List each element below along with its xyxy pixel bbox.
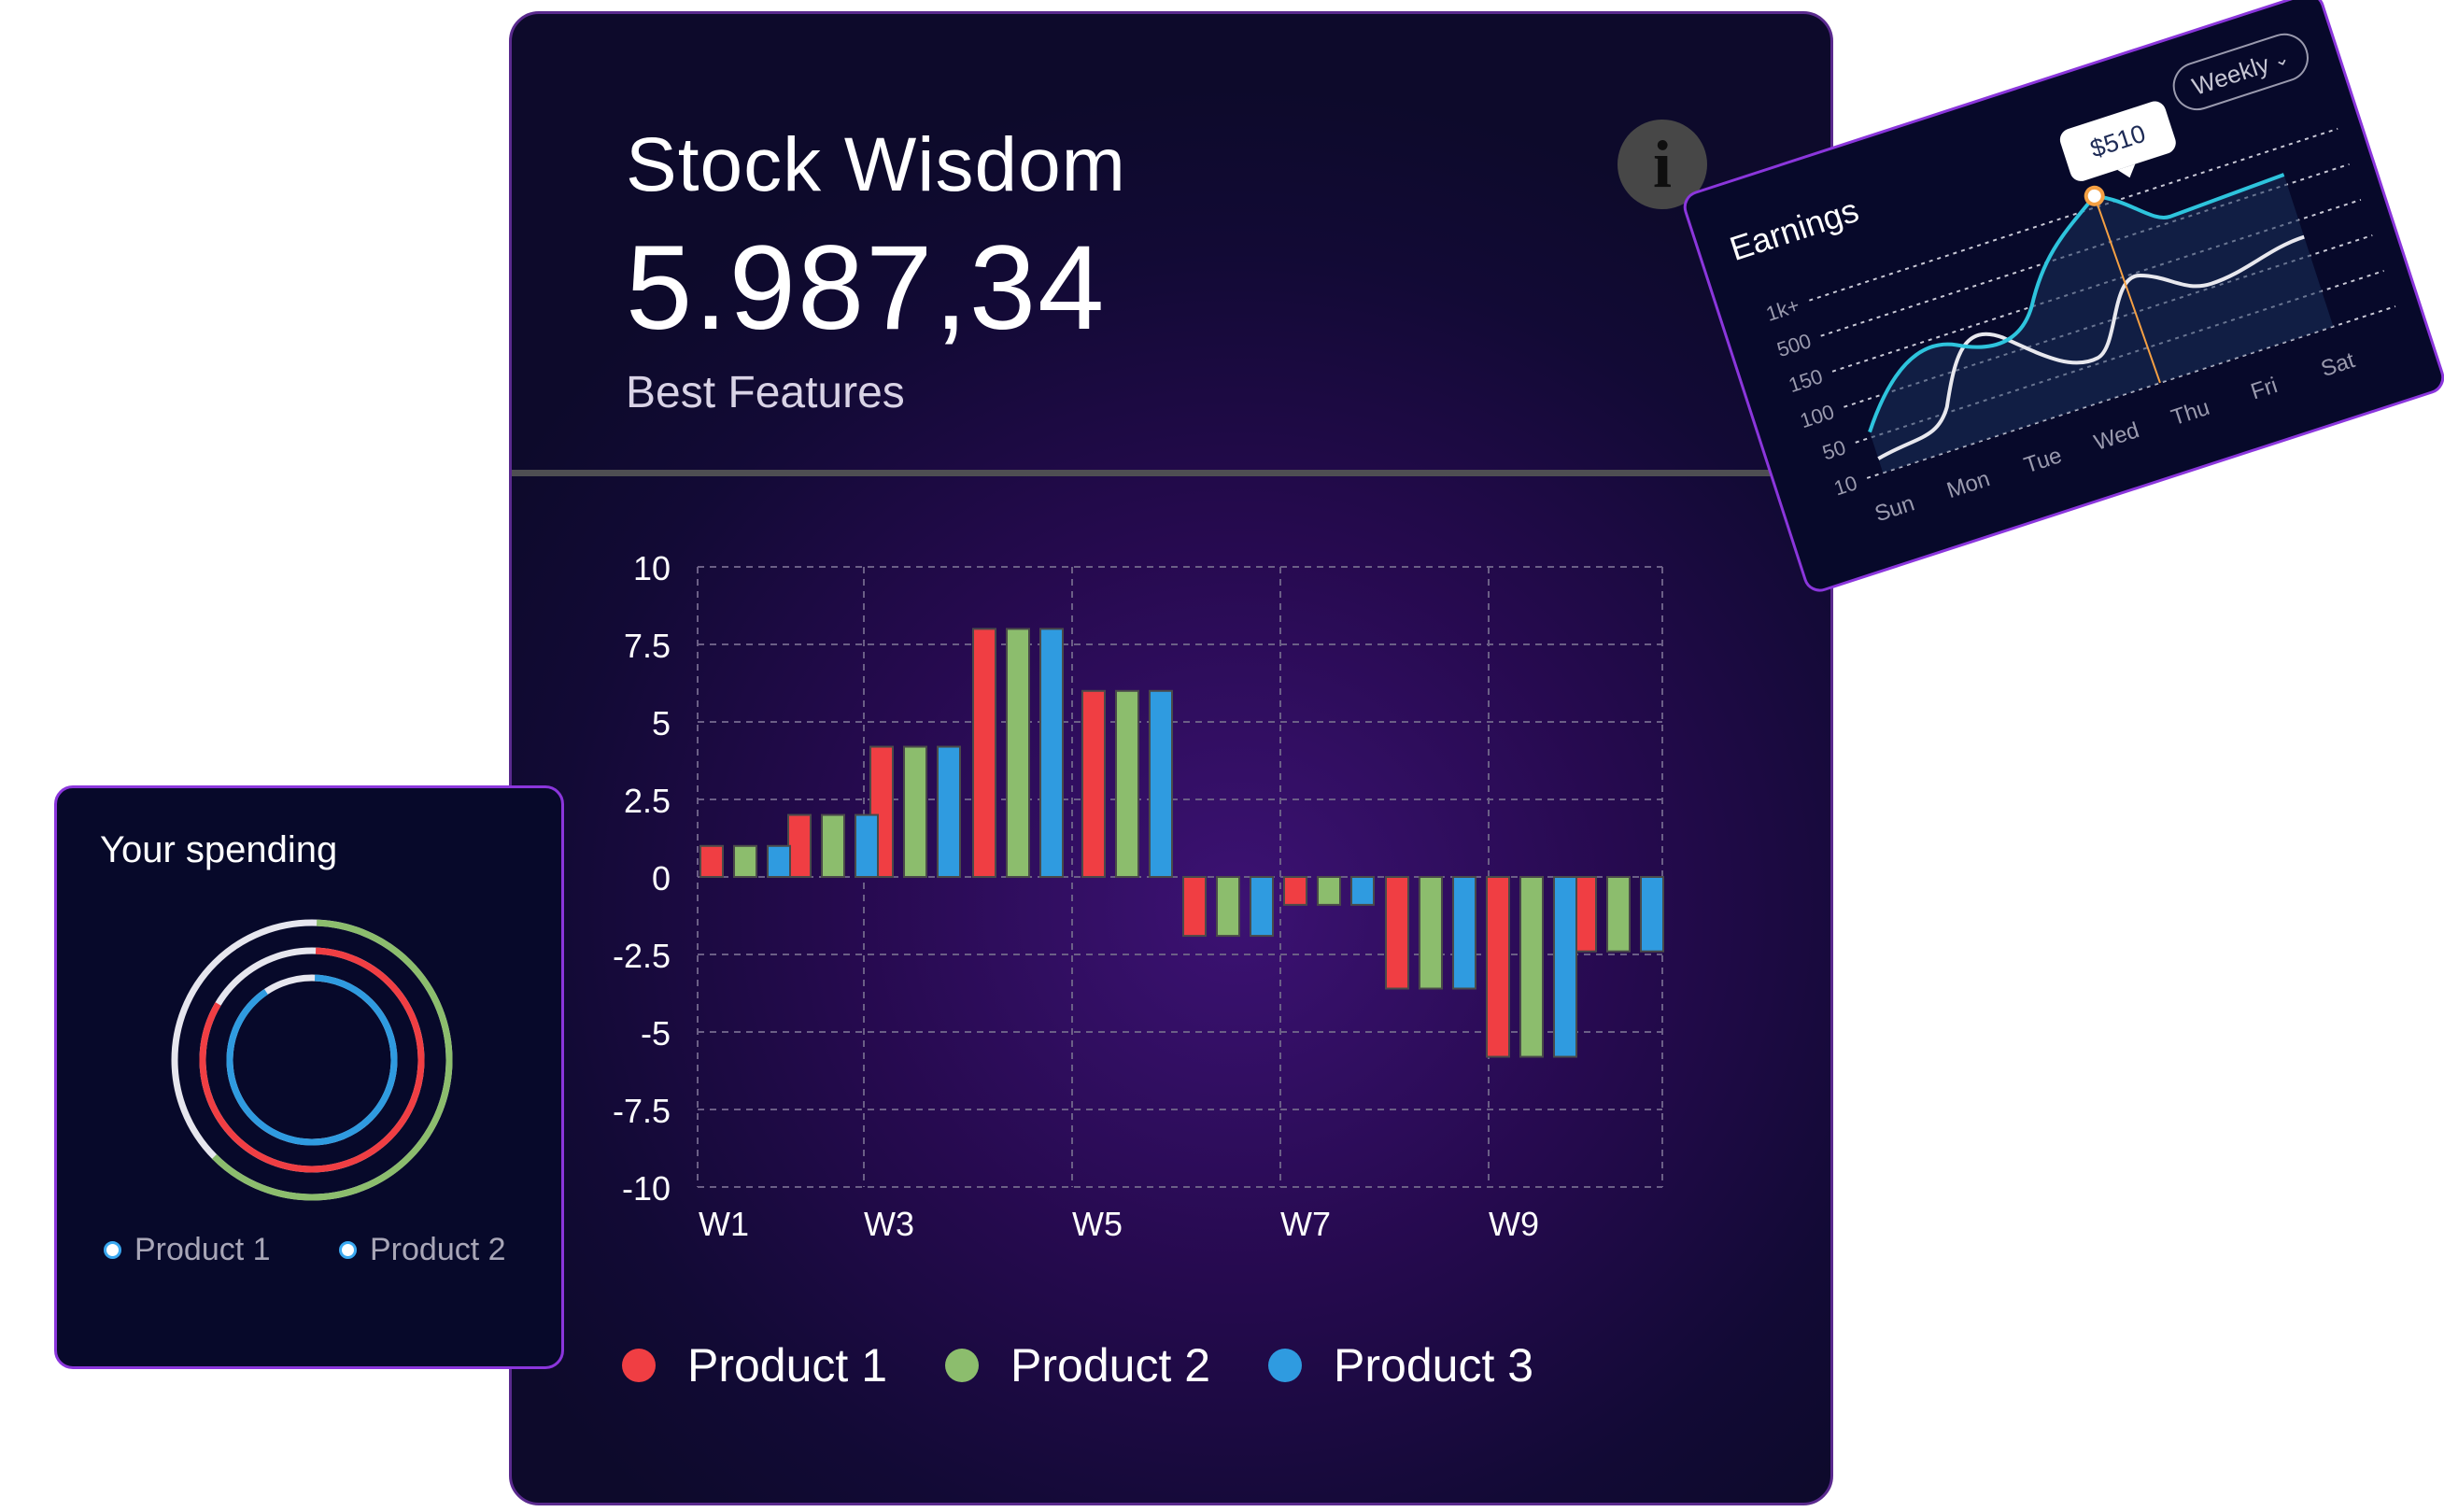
bar-product-2 <box>1519 876 1544 1058</box>
divider <box>512 470 1782 476</box>
spending-card: Your spending Product 1 Product 2 <box>54 785 564 1369</box>
legend-dot <box>1268 1349 1303 1382</box>
bar-product-2 <box>1606 876 1631 953</box>
y-tick-label: -10 <box>622 1169 671 1208</box>
ring-progress <box>171 919 453 1201</box>
legend-item-product-1[interactable]: Product 1 <box>622 1338 887 1392</box>
legend-label: Product 1 <box>687 1339 888 1392</box>
bar-chart: 10 7.5 5 2.5 0 -2.5 -5 -7.5 -10 W1 W3 W5 W7 W9 <box>613 549 1664 1243</box>
y-tick-label: -7.5 <box>613 1092 671 1130</box>
y-tick-label: 150 <box>1786 364 1826 397</box>
bar-product-3 <box>1149 689 1173 878</box>
legend-item-product-3[interactable]: Product 3 <box>1268 1338 1533 1392</box>
legend-label: Product 2 <box>370 1232 506 1267</box>
bar-product-1 <box>699 844 724 878</box>
highlight-line <box>2093 195 2161 384</box>
y-tick-label: 500 <box>1774 329 1815 361</box>
x-tick-label: W3 <box>864 1205 914 1243</box>
card-title: Stock Wisdom <box>626 122 1126 207</box>
bar-product-2 <box>1419 876 1443 990</box>
card-subtitle: Best Features <box>626 368 905 417</box>
bar-product-3 <box>1350 876 1375 906</box>
y-tick-label: -5 <box>641 1014 671 1053</box>
y-tick-label: 10 <box>1831 471 1860 500</box>
y-tick-label: 7.5 <box>624 627 671 665</box>
chart-legend: Product 1 Product 2 Product 3 <box>622 1338 1591 1392</box>
legend-dot <box>339 1241 357 1259</box>
ring-progress <box>226 974 398 1146</box>
spending-legend-product-1[interactable]: Product 1 <box>104 1232 271 1268</box>
bar-product-2 <box>1216 876 1240 938</box>
x-tick-label: Tue <box>2021 443 2065 478</box>
bar-product-3 <box>1039 628 1064 879</box>
bar-product-3 <box>767 844 791 878</box>
y-tick-label: 50 <box>1819 435 1848 464</box>
area-fill <box>1870 175 2334 473</box>
bar-product-1 <box>1182 876 1207 938</box>
x-tick-label: Sat <box>2318 347 2358 382</box>
legend-label: Product 1 <box>134 1232 271 1267</box>
x-tick-label: Fri <box>2248 373 2281 404</box>
y-tick-label: 2.5 <box>624 782 671 820</box>
x-tick-label: Wed <box>2091 417 2142 456</box>
bar-product-2 <box>1006 628 1030 879</box>
gridline <box>1809 127 2338 302</box>
stock-card: 10 7.5 5 2.5 0 -2.5 -5 -7.5 -10 W1 W3 W5 W7 W9 Stock … <box>509 11 1833 1505</box>
bar-product-3 <box>1452 876 1476 990</box>
ring-progress <box>199 947 425 1173</box>
y-tick-label: 0 <box>652 859 671 897</box>
y-tick-label: -2.5 <box>613 937 671 975</box>
bar-product-2 <box>903 745 927 878</box>
bar-product-2 <box>733 844 757 878</box>
bar-product-1 <box>1081 689 1106 878</box>
bar-product-3 <box>937 745 961 878</box>
legend-dot <box>104 1241 121 1259</box>
x-tick-label: Mon <box>1943 466 1993 503</box>
line-secondary <box>1877 234 2305 460</box>
legend-label: Product 3 <box>1334 1339 1534 1392</box>
bar-product-2 <box>821 813 845 878</box>
legend-label: Product 2 <box>1010 1339 1211 1392</box>
legend-item-product-2[interactable]: Product 2 <box>945 1338 1210 1392</box>
y-tick-label: 1k+ <box>1763 293 1802 326</box>
x-tick-label: Thu <box>2169 395 2213 431</box>
legend-dot <box>945 1349 980 1382</box>
y-tick-label: 10 <box>633 549 671 587</box>
bar-product-1 <box>787 813 812 878</box>
bar-product-1 <box>1385 876 1409 990</box>
stock-value: 5.987,34 <box>626 221 1107 355</box>
bar-product-2 <box>1115 689 1139 878</box>
y-tick-label: 100 <box>1797 400 1837 432</box>
earnings-card: 1k+ 500 150 100 50 10 Sun Mon Tue Wed Thu Fri Sat Ea… <box>1679 0 2444 597</box>
spending-rings <box>171 919 453 1201</box>
line-primary <box>1868 173 2285 433</box>
spending-title: Your spending <box>100 829 338 870</box>
chevron-down-icon: ⌄ <box>2270 47 2293 72</box>
highlight-point <box>2084 185 2105 206</box>
x-tick-label: W7 <box>1280 1205 1331 1243</box>
x-tick-label: Sun <box>1872 490 1917 527</box>
bar-product-1 <box>1283 876 1307 906</box>
bar-product-1 <box>1486 876 1510 1058</box>
legend-dot <box>622 1349 656 1382</box>
bar-product-1 <box>972 628 996 879</box>
x-tick-label: W9 <box>1489 1205 1539 1243</box>
bar-product-3 <box>1553 876 1577 1058</box>
bar-product-3 <box>1640 876 1664 953</box>
bar-product-3 <box>855 813 879 878</box>
bar-product-2 <box>1317 876 1341 906</box>
y-tick-label: 5 <box>652 704 671 742</box>
bar-product-3 <box>1250 876 1274 938</box>
x-tick-label: W5 <box>1072 1205 1123 1243</box>
x-tick-label: W1 <box>699 1205 749 1243</box>
spending-legend-product-2[interactable]: Product 2 <box>339 1232 506 1268</box>
